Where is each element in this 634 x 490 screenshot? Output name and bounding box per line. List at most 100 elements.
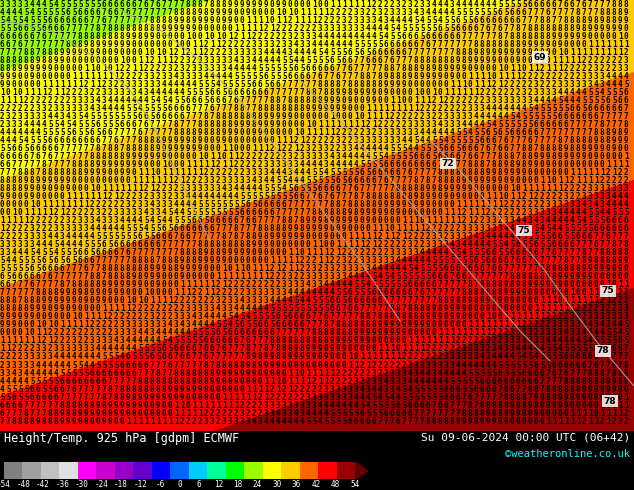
Text: 0: 0 bbox=[564, 288, 569, 297]
Text: 0: 0 bbox=[420, 80, 425, 89]
Text: 5: 5 bbox=[96, 128, 101, 137]
Text: 1: 1 bbox=[72, 320, 77, 329]
Text: 3: 3 bbox=[84, 104, 89, 113]
Text: 9: 9 bbox=[426, 184, 430, 193]
Text: 8: 8 bbox=[282, 337, 287, 345]
Text: 2: 2 bbox=[6, 224, 11, 233]
Text: 2: 2 bbox=[126, 192, 131, 201]
Text: 3: 3 bbox=[624, 56, 629, 65]
Text: 1: 1 bbox=[60, 200, 65, 209]
Text: 7: 7 bbox=[300, 88, 304, 97]
Text: 8: 8 bbox=[78, 168, 82, 177]
Text: 5: 5 bbox=[504, 0, 508, 8]
Text: 9: 9 bbox=[108, 288, 113, 297]
Text: 0: 0 bbox=[192, 31, 197, 41]
Text: 4: 4 bbox=[174, 328, 179, 338]
Text: 6: 6 bbox=[180, 232, 184, 241]
Text: 5: 5 bbox=[366, 168, 371, 177]
Text: 8: 8 bbox=[240, 240, 245, 249]
Text: 4: 4 bbox=[372, 144, 377, 153]
Text: 5: 5 bbox=[504, 248, 508, 257]
Text: 4: 4 bbox=[336, 160, 340, 169]
Text: 5: 5 bbox=[138, 344, 143, 353]
Text: 8: 8 bbox=[72, 401, 77, 410]
Text: 8: 8 bbox=[516, 40, 521, 49]
Text: 3: 3 bbox=[462, 232, 467, 241]
Text: 4: 4 bbox=[384, 376, 389, 386]
Text: 7: 7 bbox=[378, 64, 383, 73]
Text: 4: 4 bbox=[258, 56, 262, 65]
Text: 0: 0 bbox=[360, 344, 365, 353]
Text: 2: 2 bbox=[6, 232, 11, 241]
Text: 1: 1 bbox=[342, 240, 347, 249]
Text: 3: 3 bbox=[60, 104, 65, 113]
Text: 4: 4 bbox=[318, 31, 323, 41]
Text: 1: 1 bbox=[474, 72, 479, 81]
Text: 6: 6 bbox=[276, 80, 281, 89]
Text: 7: 7 bbox=[282, 96, 287, 105]
Text: 9: 9 bbox=[264, 352, 269, 362]
Text: 6: 6 bbox=[186, 96, 191, 105]
Text: 7: 7 bbox=[156, 361, 160, 369]
Text: 7: 7 bbox=[582, 240, 586, 249]
Text: 0: 0 bbox=[408, 96, 413, 105]
Text: 1: 1 bbox=[90, 64, 94, 73]
Text: 1: 1 bbox=[252, 16, 257, 24]
Text: 3: 3 bbox=[378, 376, 383, 386]
Text: 5: 5 bbox=[108, 112, 113, 121]
Text: 2: 2 bbox=[222, 40, 226, 49]
Text: 3: 3 bbox=[528, 328, 533, 338]
Text: 7: 7 bbox=[120, 376, 125, 386]
Text: 7: 7 bbox=[78, 152, 82, 161]
Text: 7: 7 bbox=[606, 361, 611, 369]
Text: 3: 3 bbox=[36, 232, 41, 241]
Text: 9: 9 bbox=[24, 176, 29, 185]
Text: 8: 8 bbox=[528, 152, 533, 161]
Text: 7: 7 bbox=[462, 401, 467, 410]
Text: 0: 0 bbox=[138, 48, 143, 57]
Text: 4: 4 bbox=[306, 168, 311, 177]
Text: 1: 1 bbox=[228, 144, 233, 153]
Text: 7: 7 bbox=[444, 40, 449, 49]
Text: 6: 6 bbox=[18, 152, 23, 161]
Text: 4: 4 bbox=[372, 264, 377, 273]
Text: 7: 7 bbox=[150, 7, 155, 17]
Text: 9: 9 bbox=[258, 120, 262, 129]
Text: 9: 9 bbox=[576, 24, 581, 32]
Text: 3: 3 bbox=[462, 112, 467, 121]
Text: 7: 7 bbox=[84, 272, 89, 281]
Text: 2: 2 bbox=[588, 64, 593, 73]
Text: 7: 7 bbox=[90, 144, 94, 153]
Text: 8: 8 bbox=[186, 0, 191, 8]
Text: 5: 5 bbox=[228, 208, 233, 217]
Text: 9: 9 bbox=[252, 368, 257, 377]
Text: 4: 4 bbox=[360, 392, 365, 402]
Text: 4: 4 bbox=[348, 401, 353, 410]
Text: 6: 6 bbox=[618, 337, 623, 345]
Text: 9: 9 bbox=[360, 328, 365, 338]
Text: 9: 9 bbox=[168, 24, 172, 32]
Text: 3: 3 bbox=[312, 31, 316, 41]
Text: 3: 3 bbox=[372, 376, 377, 386]
Text: 0: 0 bbox=[492, 72, 496, 81]
Text: 3: 3 bbox=[426, 120, 430, 129]
Text: 7: 7 bbox=[606, 368, 611, 377]
Text: 5: 5 bbox=[414, 136, 418, 145]
Text: 8: 8 bbox=[612, 0, 617, 8]
Text: 3: 3 bbox=[78, 104, 82, 113]
Text: 9: 9 bbox=[312, 352, 316, 362]
Text: 6: 6 bbox=[0, 152, 4, 161]
Text: 1: 1 bbox=[534, 313, 539, 321]
Text: 6: 6 bbox=[240, 88, 245, 97]
Text: 3: 3 bbox=[78, 224, 82, 233]
Text: 9: 9 bbox=[84, 296, 89, 305]
Text: 2: 2 bbox=[108, 208, 113, 217]
Text: 0: 0 bbox=[354, 352, 359, 362]
Text: 7: 7 bbox=[480, 144, 484, 153]
Text: 4: 4 bbox=[6, 128, 11, 137]
Text: 1: 1 bbox=[600, 409, 605, 417]
Text: 0: 0 bbox=[336, 224, 340, 233]
Text: 1: 1 bbox=[396, 96, 401, 105]
Text: 5: 5 bbox=[204, 88, 209, 97]
Text: 0: 0 bbox=[402, 96, 406, 105]
